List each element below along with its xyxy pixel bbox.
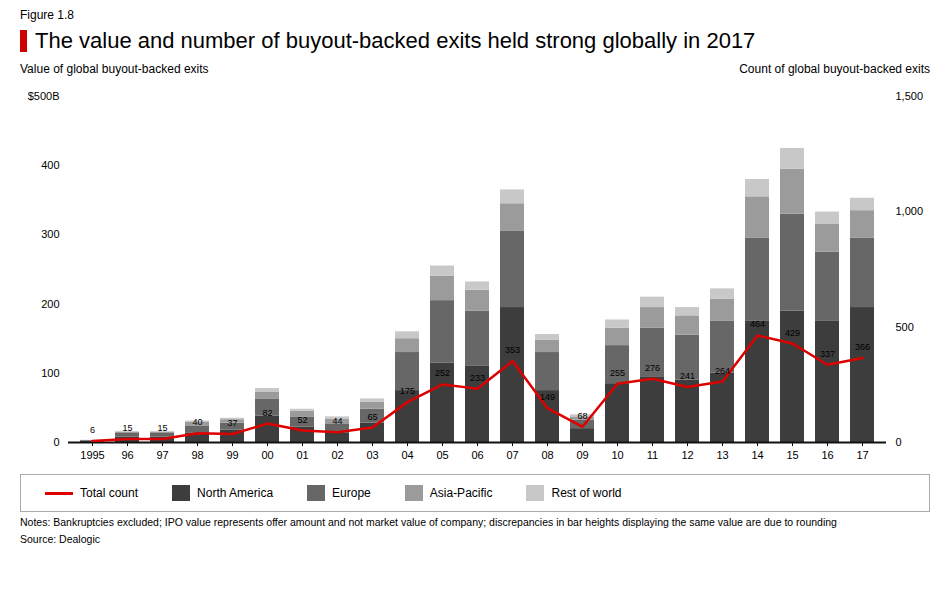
html-text:Source: Dealogic: Source: Dealogic: [20, 533, 100, 545]
svg-text:241: 241: [680, 371, 695, 381]
svg-text:16: 16: [821, 449, 833, 461]
html-text:Total count: Total count: [80, 486, 138, 500]
svg-text:09: 09: [576, 449, 588, 461]
svg-text:276: 276: [645, 363, 660, 373]
svg-text:11: 11: [647, 449, 658, 461]
svg-text:12: 12: [681, 449, 693, 461]
svg-text:07: 07: [506, 449, 518, 461]
svg-text:05: 05: [436, 449, 448, 461]
svg-text:00: 00: [261, 449, 273, 461]
svg-text:17: 17: [856, 449, 868, 461]
svg-text:366: 366: [855, 342, 870, 352]
svg-text:37: 37: [227, 418, 237, 428]
html-text:The value and number of buyout: The value and number of buyout-backed ex…: [35, 28, 756, 53]
svg-text:149: 149: [540, 392, 555, 402]
svg-text:200: 200: [41, 298, 59, 310]
svg-text:40: 40: [192, 417, 202, 427]
svg-text:300: 300: [41, 228, 59, 240]
html-text:Value of global buyout-backed: Value of global buyout-backed exits: [20, 62, 209, 76]
svg-text:337: 337: [820, 349, 835, 359]
svg-text:500: 500: [896, 321, 914, 333]
html-text:Figure 1.8: Figure 1.8: [20, 8, 74, 22]
html-text:Europe: Europe: [332, 486, 371, 500]
svg-text:15: 15: [786, 449, 798, 461]
svg-text:0: 0: [896, 436, 902, 448]
html-text:Count of global buyout-backed: Count of global buyout-backed exits: [739, 62, 930, 76]
svg-text:264: 264: [715, 366, 730, 376]
svg-text:15: 15: [157, 423, 167, 433]
svg-text:01: 01: [296, 449, 308, 461]
svg-text:98: 98: [191, 449, 203, 461]
svg-text:1,500: 1,500: [896, 90, 924, 102]
html-text:North America: North America: [197, 486, 274, 500]
svg-text:0: 0: [53, 436, 59, 448]
html-text:Asia-Pacific: Asia-Pacific: [429, 486, 493, 500]
svg-text:99: 99: [226, 449, 238, 461]
svg-text:233: 233: [470, 373, 485, 383]
svg-text:$500B: $500B: [28, 90, 60, 102]
svg-text:252: 252: [435, 368, 450, 378]
svg-text:02: 02: [331, 449, 343, 461]
svg-text:6: 6: [90, 425, 95, 435]
html-text:Notes: Bankruptcies excluded;: Notes: Bankruptcies excluded; IPO value …: [20, 516, 837, 528]
svg-text:353: 353: [505, 345, 520, 355]
svg-text:175: 175: [400, 386, 415, 396]
svg-text:82: 82: [262, 408, 272, 418]
svg-text:68: 68: [577, 411, 587, 421]
svg-text:10: 10: [611, 449, 623, 461]
svg-text:100: 100: [41, 367, 59, 379]
svg-text:1,000: 1,000: [896, 205, 924, 217]
svg-text:03: 03: [366, 449, 378, 461]
svg-text:14: 14: [751, 449, 763, 461]
svg-text:464: 464: [750, 319, 765, 329]
svg-text:400: 400: [41, 159, 59, 171]
svg-text:97: 97: [156, 449, 168, 461]
html-text:Rest of world: Rest of world: [551, 486, 622, 500]
svg-text:96: 96: [121, 449, 133, 461]
svg-text:1995: 1995: [80, 449, 104, 461]
svg-text:06: 06: [471, 449, 483, 461]
svg-text:255: 255: [610, 368, 625, 378]
svg-text:13: 13: [716, 449, 728, 461]
svg-text:52: 52: [297, 415, 307, 425]
svg-text:65: 65: [367, 412, 377, 422]
svg-text:44: 44: [332, 416, 342, 426]
svg-text:04: 04: [401, 449, 413, 461]
svg-text:429: 429: [785, 328, 800, 338]
svg-text:15: 15: [122, 423, 132, 433]
svg-text:08: 08: [541, 449, 553, 461]
